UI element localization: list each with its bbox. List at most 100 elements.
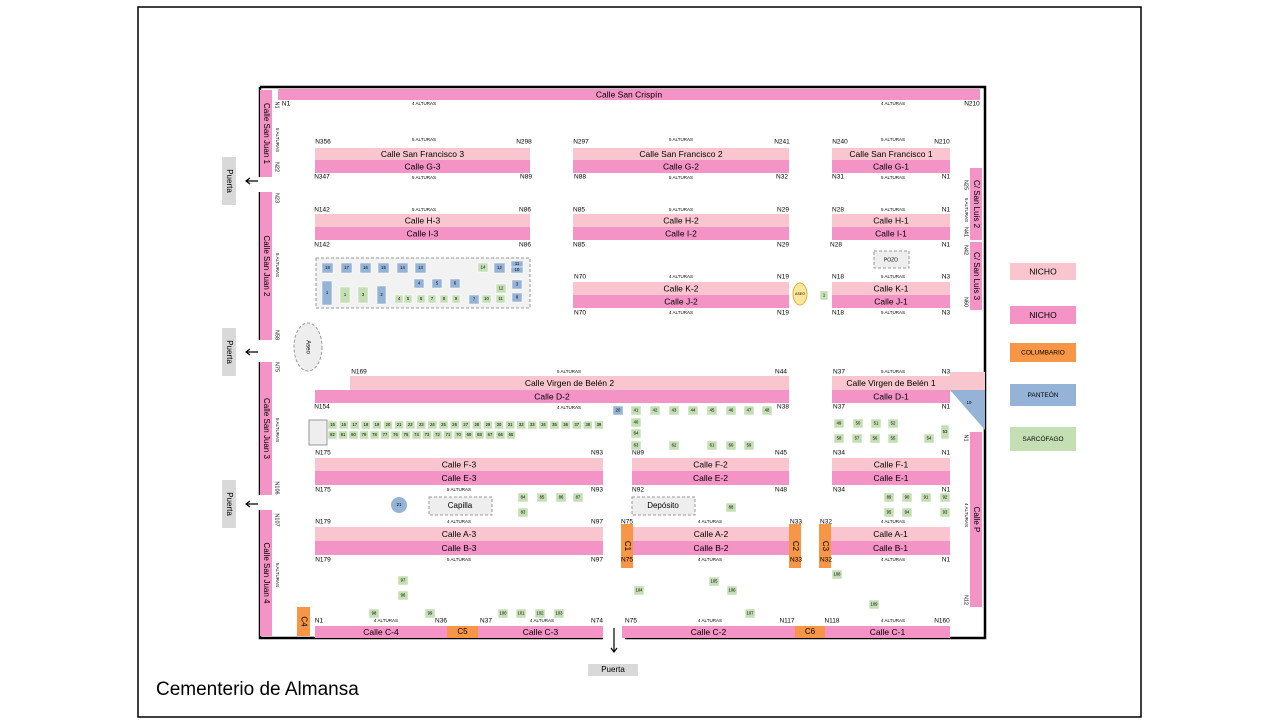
niche-label: N33 xyxy=(790,519,802,526)
sarcofago-label: 80 xyxy=(351,432,356,437)
street-label: Calle San Juan 1 xyxy=(262,103,271,164)
street xyxy=(278,89,980,100)
street-label: Calle K-2 xyxy=(664,283,699,293)
sarcofago-label: 94 xyxy=(905,510,910,515)
niche-label: N58 xyxy=(274,330,280,340)
sarcofago xyxy=(451,294,461,304)
niche-label: N85 xyxy=(573,207,585,214)
sarcofago-label: 79 xyxy=(362,432,367,437)
niche-label: N29 xyxy=(777,207,789,214)
sarcofago-label: 70 xyxy=(456,432,461,437)
niche-label: N298 xyxy=(516,139,532,146)
columbarium xyxy=(795,626,825,638)
sarcofago xyxy=(327,420,338,430)
niche-label: N75 xyxy=(625,618,637,625)
street-label: C/ San Luis 3 xyxy=(972,252,981,301)
sarcofago xyxy=(422,430,432,440)
street-label: Calle San Juan 4 xyxy=(262,543,271,604)
sarcofago xyxy=(506,430,516,440)
sarcofago-label: 63 xyxy=(634,443,639,448)
sarcofago xyxy=(390,430,401,440)
sarcofago-label: 84 xyxy=(521,495,526,500)
sarcofago-label: 58 xyxy=(837,436,842,441)
niche-label: N70 xyxy=(574,274,586,281)
height-label: 5 ALTURAS xyxy=(881,175,905,180)
sarcofago-label: 30 xyxy=(497,422,502,427)
sarcofago xyxy=(403,294,413,304)
panteon xyxy=(377,262,390,274)
sarcofago-label: 88 xyxy=(729,505,734,510)
sarcofago-label: 21 xyxy=(397,422,402,427)
sarcofago xyxy=(630,440,642,451)
sarcofago-label: 9 xyxy=(455,296,458,301)
sarcofago-label: 34 xyxy=(541,422,546,427)
street-label: Calle San Juan 2 xyxy=(262,236,271,297)
sarcofago-label: 1 xyxy=(344,292,347,297)
height-label: 5 ALTURAS xyxy=(275,128,280,152)
street-label: Calle P xyxy=(972,507,981,533)
niche-label: N42 xyxy=(963,245,969,255)
sarcofago xyxy=(411,430,422,440)
sarcofago xyxy=(453,430,464,440)
street xyxy=(832,376,950,390)
sarcofago-label: 64 xyxy=(634,431,639,436)
height-label: 4 ALTURAS xyxy=(447,519,471,524)
street xyxy=(573,214,789,227)
street xyxy=(315,148,530,160)
sarcofago-label: 92 xyxy=(943,495,948,500)
sarcofago-label: 69 xyxy=(467,432,472,437)
street xyxy=(350,376,789,390)
niche-label: N240 xyxy=(832,139,848,146)
building-label: Aseo xyxy=(304,340,310,354)
height-label: 5 ALTURAS xyxy=(881,310,905,315)
columbarium xyxy=(789,524,801,568)
sarcofago xyxy=(495,283,507,294)
sarcofago-label: 68 xyxy=(477,432,482,437)
street xyxy=(825,626,950,638)
sarcofago xyxy=(401,430,411,440)
sarcofago xyxy=(725,405,737,416)
niche-label: N86 xyxy=(519,242,531,249)
niche-label: N48 xyxy=(775,487,787,494)
height-label: 5 ALTURAS xyxy=(275,253,280,277)
niche-label: N179 xyxy=(315,519,331,526)
sarcofago-label: 42 xyxy=(653,408,658,413)
niche-label: N179 xyxy=(315,557,331,564)
gate-arrow xyxy=(245,177,258,185)
sarcofago-label: 106 xyxy=(729,588,737,593)
panteon xyxy=(468,294,480,305)
sarcofago xyxy=(887,418,899,429)
niche-label: N75 xyxy=(621,519,633,526)
niche-label: N70 xyxy=(574,310,586,317)
sarcofago-label: 53 xyxy=(943,429,948,434)
gate xyxy=(222,480,236,528)
sarcofago-label: 55 xyxy=(891,436,896,441)
street-label: Calle A-1 xyxy=(873,529,908,539)
street-label: Calle San Francisco 3 xyxy=(381,149,464,159)
sarcofago-label: 14 xyxy=(481,265,486,270)
street xyxy=(831,541,950,555)
legend-swatch xyxy=(1010,343,1076,362)
street-label: Calle J-2 xyxy=(664,296,698,306)
gate-arrow xyxy=(610,628,618,653)
sarcofago xyxy=(883,492,895,503)
building xyxy=(873,250,910,269)
sarcofago-label: 26 xyxy=(452,422,457,427)
sarcofago xyxy=(687,405,699,416)
sarcofago-label: 33 xyxy=(530,422,535,427)
sarcofago xyxy=(449,420,460,430)
street-label: Calle D-1 xyxy=(873,391,909,401)
panteon xyxy=(391,497,407,513)
niche-label: N3 xyxy=(942,310,951,317)
sarcofago xyxy=(397,575,409,586)
sarcofago xyxy=(571,420,582,430)
vertical-street xyxy=(260,510,272,636)
height-label: 4 ALTURAS xyxy=(881,101,905,106)
sarcofago xyxy=(852,418,864,429)
niche-label: N32 xyxy=(776,174,788,181)
niche-label: N85 xyxy=(573,242,585,249)
niche-label: N86 xyxy=(519,207,531,214)
height-label: 5 ALTURAS xyxy=(881,207,905,212)
sarcofago xyxy=(485,430,495,440)
